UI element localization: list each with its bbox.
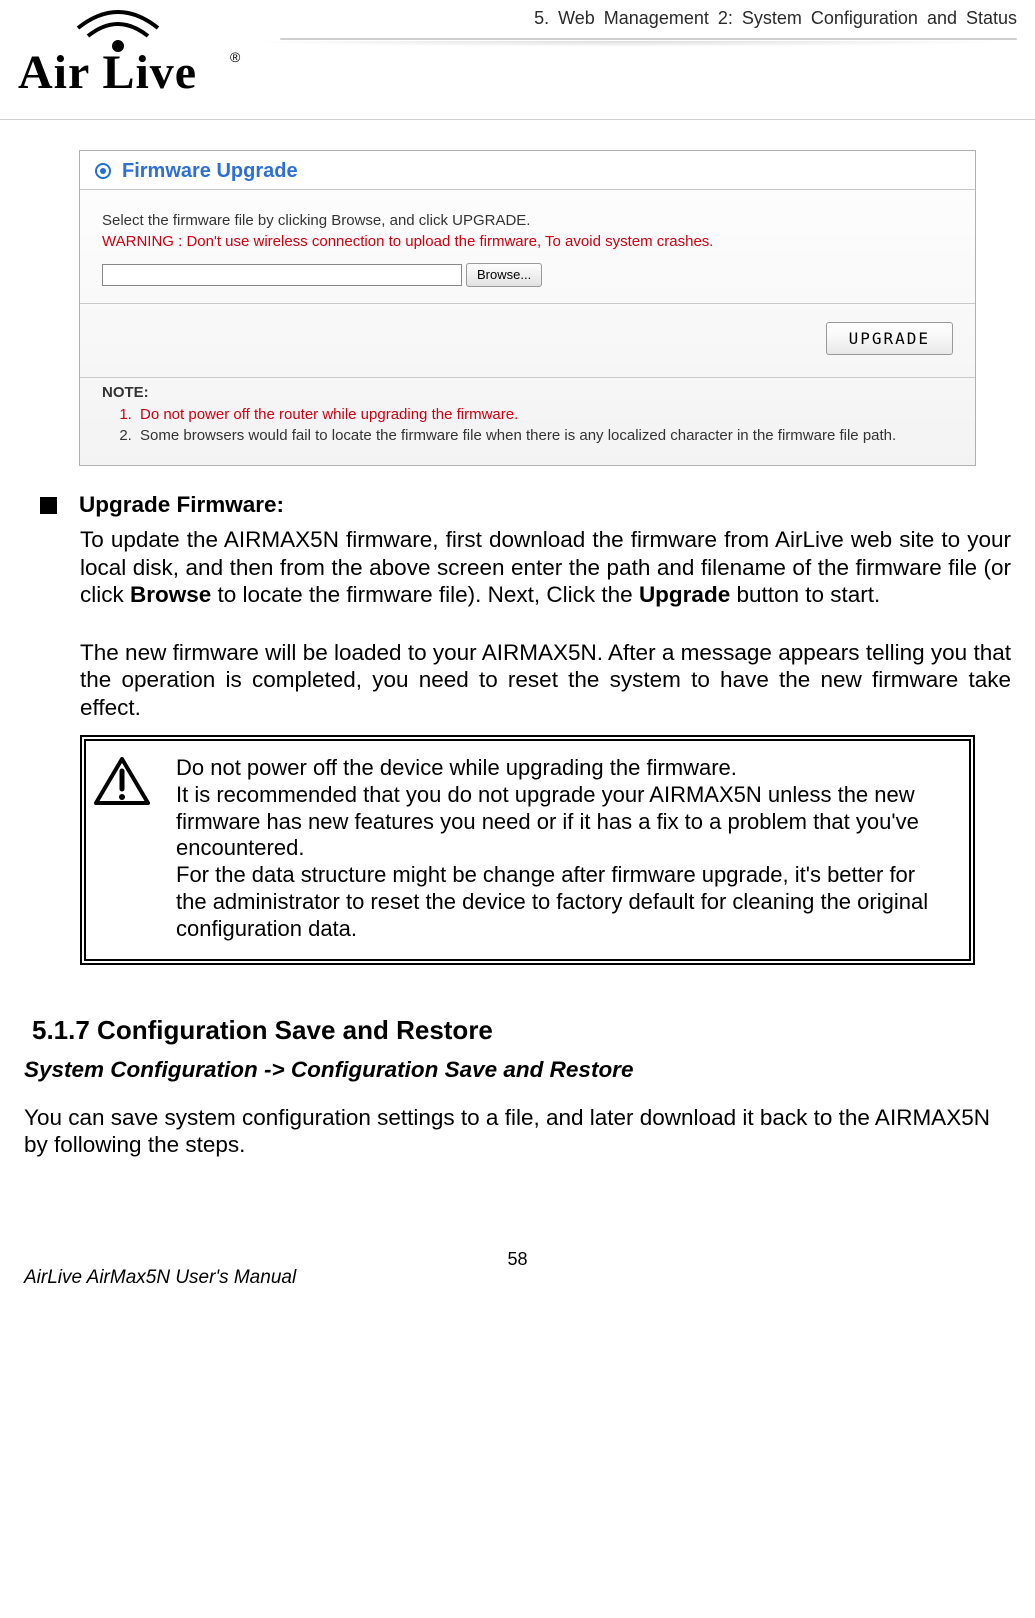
manual-title: AirLive AirMax5N User's Manual xyxy=(24,1267,296,1289)
note-label: NOTE: xyxy=(102,384,953,402)
firmware-file-input[interactable] xyxy=(102,264,462,286)
chapter-title: 5. Web Management 2: System Configuratio… xyxy=(534,8,1017,29)
warn-line-2: It is recommended that you do not upgrad… xyxy=(176,782,951,862)
panel-title: Firmware Upgrade xyxy=(122,159,298,183)
svg-text:®: ® xyxy=(230,49,241,65)
svg-text:Air Live: Air Live xyxy=(18,46,197,99)
panel-instruction: Select the firmware file by clicking Bro… xyxy=(102,212,953,230)
panel-separator-2 xyxy=(80,377,975,378)
para1-bold-browse: Browse xyxy=(130,582,211,607)
panel-separator-1 xyxy=(80,303,975,304)
firmware-upgrade-panel: Firmware Upgrade Select the firmware fil… xyxy=(79,150,976,466)
warn-line-1: Do not power off the device while upgrad… xyxy=(176,755,951,782)
warn-line-3: For the data structure might be change a… xyxy=(176,862,951,942)
para1-post: button to start. xyxy=(730,582,880,607)
paragraph-upgrade-howto: To update the AIRMAX5N firmware, first d… xyxy=(80,526,1011,608)
bullet-upgrade-firmware: Upgrade Firmware: xyxy=(40,491,1011,518)
page-footer: 58 AirLive AirMax5N User's Manual xyxy=(0,1249,1035,1289)
para1-mid: to locate the firmware file). Next, Clic… xyxy=(211,582,639,607)
browse-button[interactable]: Browse... xyxy=(466,263,542,287)
upgrade-button[interactable]: UPGRADE xyxy=(826,322,953,355)
note-item-1: Do not power off the router while upgrad… xyxy=(136,406,953,424)
square-bullet-icon xyxy=(40,497,57,514)
panel-header: Firmware Upgrade xyxy=(80,151,975,190)
warning-icon xyxy=(94,757,150,813)
section-heading-config-save: 5.1.7 Configuration Save and Restore xyxy=(32,1015,1011,1047)
paragraph-after-upgrade: The new firmware will be loaded to your … xyxy=(80,639,1011,721)
note-list: Do not power off the router while upgrad… xyxy=(136,406,953,445)
note-item-2: Some browsers would fail to locate the f… xyxy=(136,427,953,445)
para1-bold-upgrade: Upgrade xyxy=(639,582,730,607)
breadcrumb: System Configuration -> Configuration Sa… xyxy=(24,1056,1011,1083)
bullet-heading: Upgrade Firmware: xyxy=(79,491,284,518)
warning-text: Do not power off the device while upgrad… xyxy=(176,755,951,943)
panel-warning: WARNING : Don't use wireless connection … xyxy=(102,233,953,251)
paragraph-config-save-intro: You can save system configuration settin… xyxy=(24,1104,1011,1159)
page-content: Firmware Upgrade Select the firmware fil… xyxy=(0,120,1035,1209)
warning-box: Do not power off the device while upgrad… xyxy=(80,735,975,965)
header-divider xyxy=(280,38,1017,40)
panel-bullet-icon xyxy=(94,162,112,180)
page-header: 5. Web Management 2: System Configuratio… xyxy=(0,0,1035,120)
airlive-logo: Air Live ® xyxy=(18,6,268,100)
